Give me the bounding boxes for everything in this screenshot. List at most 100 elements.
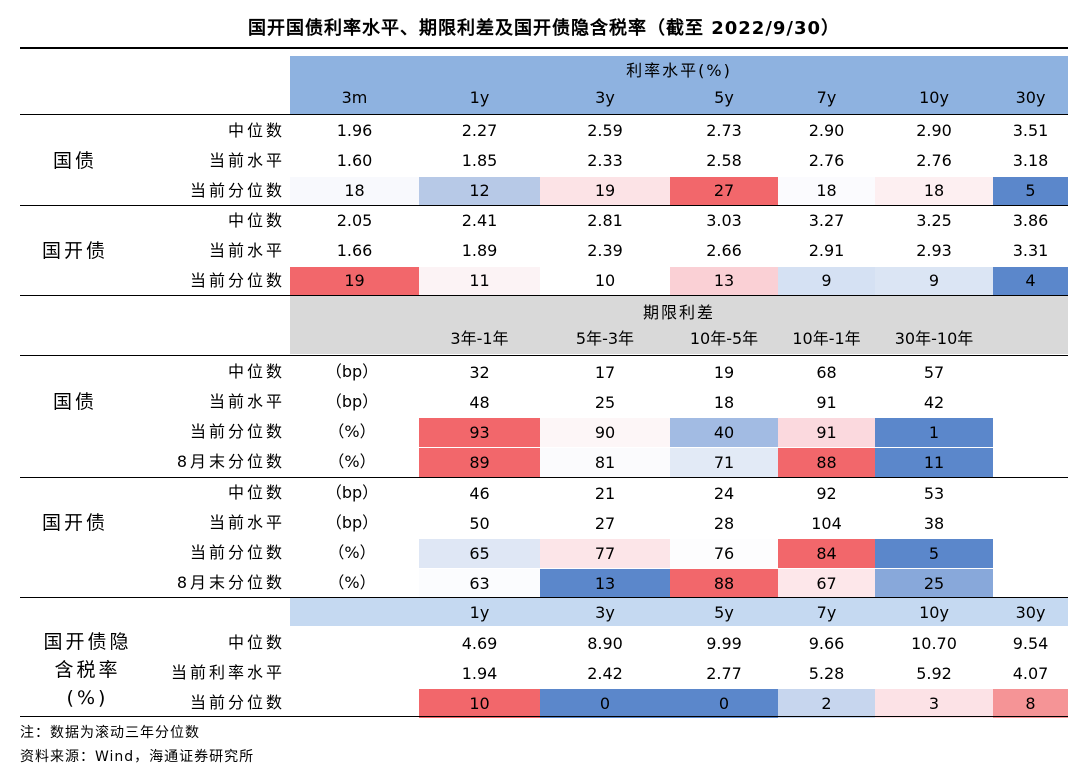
table-cell: 2.76 [808, 151, 845, 170]
column-header: 3y [595, 88, 615, 107]
row-label: 当前分位数 [189, 181, 285, 200]
table-cell: 25 [594, 393, 616, 412]
table-cell: 2.90 [916, 121, 952, 140]
row-unit: （bp） [325, 513, 379, 532]
table-cell: 24 [713, 484, 735, 503]
table-cell: 3.25 [916, 211, 952, 230]
row-label: 当前水平 [208, 392, 285, 411]
top-border [20, 47, 1068, 49]
table-cell: 88 [670, 569, 778, 598]
table-cell: 1.66 [336, 241, 373, 260]
column-header: 3年-1年 [450, 329, 509, 348]
column-header: 30年-10年 [894, 329, 974, 348]
group-label: 含税率 [54, 659, 121, 681]
group-label: 国开债隐 [43, 631, 132, 653]
row-label: 中位数 [227, 121, 285, 140]
divider [20, 114, 1068, 115]
table-cell: 81 [540, 448, 670, 477]
table-cell: 11 [419, 267, 540, 295]
table-cell: 1.60 [336, 151, 373, 170]
table-cell: 2.77 [706, 664, 742, 683]
group-label: 国开债 [41, 240, 108, 262]
column-header: 7y [816, 88, 837, 107]
header-band-rate [290, 56, 1068, 114]
row-label: 当前水平 [208, 241, 285, 260]
table-cell: 2.66 [706, 241, 742, 260]
column-header: 30y [1015, 603, 1046, 622]
table-cell: 3 [875, 689, 993, 718]
table-cell: 1.96 [336, 121, 373, 140]
table-cell: 2.27 [461, 121, 498, 140]
column-header: 10y [919, 603, 949, 622]
column-header: 3m [341, 88, 368, 107]
section-header-rate: 利率水平(%) [626, 61, 732, 80]
table-cell: 32 [469, 363, 490, 382]
column-header: 30y [1015, 88, 1046, 107]
table-cell: 2.81 [587, 211, 623, 230]
table-cell: 5.92 [916, 664, 952, 683]
table-cell: 2 [778, 689, 875, 718]
group-label: 国开债 [41, 512, 108, 534]
divider [20, 477, 1068, 478]
divider [20, 597, 1068, 598]
table-cell: 46 [469, 484, 490, 503]
column-header: 1y [469, 88, 490, 107]
table-cell: 2.90 [808, 121, 845, 140]
row-label: 当前分位数 [189, 422, 285, 441]
table-cell: 4 [993, 267, 1068, 295]
table-cell: 48 [469, 393, 490, 412]
table-cell: 1.94 [461, 664, 498, 683]
table-cell: 2.91 [808, 241, 845, 260]
table-cell: 91 [816, 393, 837, 412]
row-unit: （%） [328, 452, 376, 471]
table-cell: 18 [290, 177, 419, 205]
table-cell: 2.76 [916, 151, 952, 170]
table-cell: 57 [923, 363, 945, 382]
table-cell: 2.59 [587, 121, 623, 140]
table-cell: 13 [540, 569, 670, 598]
table-cell: 18 [875, 177, 993, 205]
table-cell: 18 [713, 393, 735, 412]
table-cell: 77 [540, 539, 670, 568]
table-cell: 92 [816, 484, 837, 503]
table-cell: 27 [594, 514, 616, 533]
group-label: 国债 [52, 391, 97, 413]
table-cell: 10 [540, 267, 670, 295]
divider [20, 205, 1068, 206]
source-text: 资料来源：Wind，海通证券研究所 [20, 749, 255, 765]
table-cell: 0 [540, 689, 670, 718]
table-cell: 9.66 [808, 634, 845, 653]
table-cell: 71 [670, 448, 778, 477]
table-cell: 88 [778, 448, 875, 477]
table-cell: 63 [419, 569, 540, 598]
table-cell: 11 [875, 448, 993, 477]
column-header: 7y [816, 603, 837, 622]
table-cell: 4.07 [1012, 664, 1049, 683]
table-cell: 8 [993, 689, 1068, 718]
row-label: 中位数 [227, 362, 285, 381]
divider [20, 355, 1068, 356]
table-cell: 8.90 [587, 634, 623, 653]
table-cell: 53 [923, 484, 945, 503]
bottom-border [20, 716, 1068, 717]
table-cell: 18 [778, 177, 875, 205]
row-unit: （bp） [325, 362, 379, 381]
row-label: 中位数 [227, 483, 285, 502]
table-cell: 5 [875, 539, 993, 568]
table-cell: 12 [419, 177, 540, 205]
table-cell: 9 [875, 267, 993, 295]
column-header: 10y [919, 88, 949, 107]
table-cell: 2.73 [706, 121, 742, 140]
table-cell: 42 [923, 393, 945, 412]
column-header: 3y [595, 603, 615, 622]
row-label: 当前水平 [208, 151, 285, 170]
table-cell: 9 [778, 267, 875, 295]
table-title: 国开国债利率水平、期限利差及国开债隐含税率（截至 2022/9/30） [247, 18, 841, 39]
table-cell: 89 [419, 448, 540, 477]
row-unit: （%） [328, 543, 376, 562]
row-label: 中位数 [227, 633, 285, 652]
table-cell: 19 [713, 363, 735, 382]
table-cell: 0 [670, 689, 778, 718]
header-band-spread [290, 296, 1068, 354]
row-unit: （%） [328, 422, 376, 441]
